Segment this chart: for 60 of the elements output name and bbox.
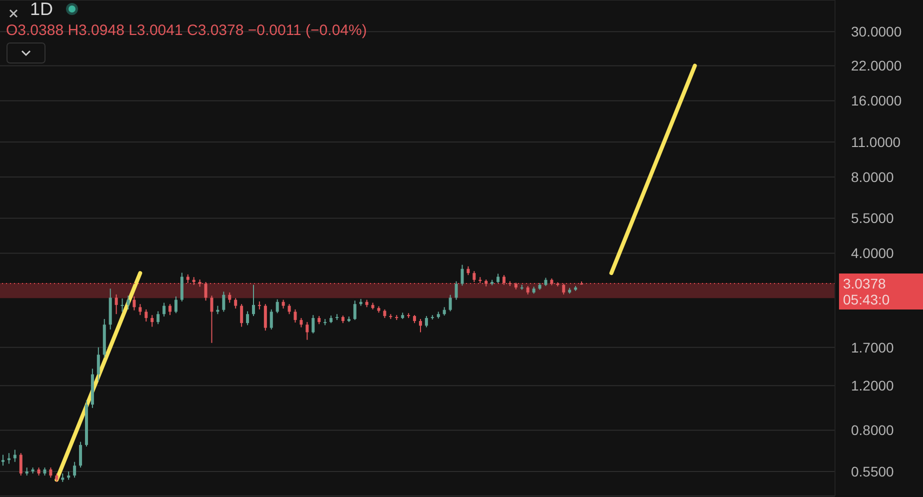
candlestick bbox=[454, 280, 458, 300]
candlestick bbox=[562, 283, 566, 295]
candlestick bbox=[120, 298, 124, 312]
text: 05:43:0 bbox=[843, 292, 890, 308]
y-tick-label: 0.8000 bbox=[851, 422, 894, 438]
y-tick-label: 1.7000 bbox=[851, 339, 894, 356]
candlestick bbox=[138, 304, 142, 316]
candlestick bbox=[49, 467, 52, 478]
candlestick bbox=[222, 291, 226, 312]
candlestick bbox=[448, 294, 452, 312]
candlestick bbox=[276, 298, 279, 314]
candlestick bbox=[496, 273, 500, 284]
y-tick-label: 11.0000 bbox=[851, 134, 901, 150]
candlestick bbox=[240, 304, 244, 328]
candlestick bbox=[96, 346, 100, 382]
candlestick bbox=[270, 308, 273, 330]
y-tick-label: 16.0000 bbox=[851, 92, 902, 109]
candlestick bbox=[150, 314, 154, 328]
y-tick-label: 22.0000 bbox=[851, 58, 902, 74]
chart-title: 1D bbox=[30, 0, 54, 19]
candlestick bbox=[174, 296, 178, 314]
candlestick bbox=[114, 294, 118, 315]
candlestick bbox=[210, 295, 214, 344]
candlestick bbox=[312, 314, 315, 334]
candlestick bbox=[162, 302, 166, 318]
candlestick bbox=[1, 454, 4, 466]
ref-line-label: 3.0378 bbox=[843, 276, 886, 292]
candlestick bbox=[246, 310, 250, 326]
y-tick-label: 0.5500 bbox=[851, 463, 894, 480]
candlestick bbox=[264, 304, 267, 332]
candlestick bbox=[132, 296, 136, 311]
candlestick bbox=[79, 441, 82, 468]
candlestick bbox=[204, 281, 208, 302]
candlestick bbox=[252, 284, 255, 317]
candlestick bbox=[294, 308, 297, 324]
candlestick bbox=[288, 304, 291, 315]
candlestick bbox=[300, 317, 303, 328]
candlestick bbox=[126, 295, 130, 310]
candlestick bbox=[13, 449, 16, 462]
annotation: O3.0388 H3.0948 L3.0041 C3.0378 −0.0011 (−0.04%) bbox=[6, 22, 367, 39]
candlestick bbox=[353, 300, 356, 320]
candlestick bbox=[424, 316, 428, 328]
y-tick-label: 30.0000 bbox=[851, 24, 902, 40]
candlestick bbox=[234, 298, 238, 310]
y-tick-label: 4.0000 bbox=[851, 245, 894, 262]
y-tick-label: 5.5000 bbox=[851, 210, 894, 226]
candlestick bbox=[502, 274, 506, 286]
candlestick bbox=[156, 310, 160, 325]
candlestick bbox=[418, 318, 422, 333]
y-tick-label: 1.2000 bbox=[851, 378, 894, 394]
y-tick-label: 8.0000 bbox=[851, 168, 894, 185]
candlestick bbox=[19, 452, 22, 476]
candlestick bbox=[73, 461, 76, 478]
candlestick bbox=[306, 322, 309, 340]
candlestick bbox=[228, 292, 232, 304]
candlestick bbox=[472, 270, 476, 282]
candlestick bbox=[144, 308, 148, 322]
candlestick bbox=[168, 304, 172, 316]
candlestick bbox=[180, 272, 184, 302]
candlestick bbox=[460, 264, 464, 286]
